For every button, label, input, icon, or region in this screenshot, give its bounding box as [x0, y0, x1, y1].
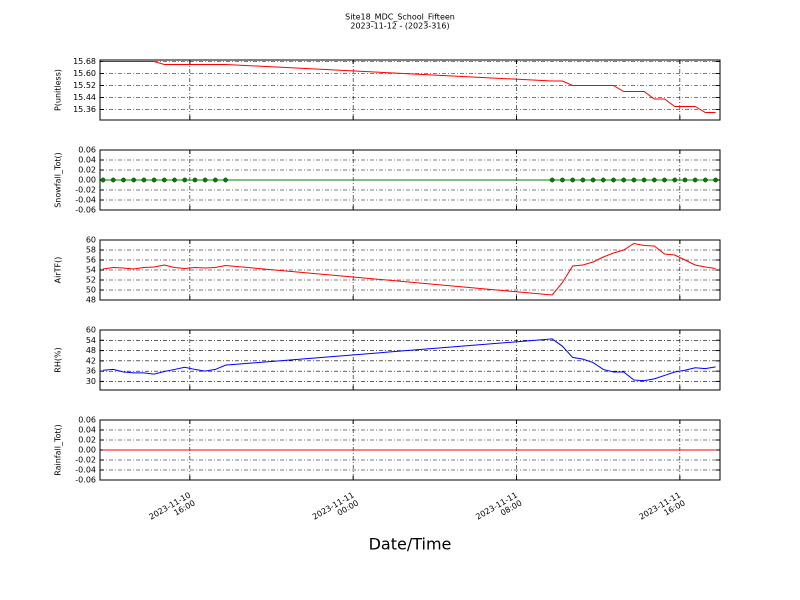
data-point [560, 177, 565, 183]
y-tick-label: 15.60 [73, 69, 96, 78]
data-point [672, 177, 678, 183]
data-point [182, 177, 188, 183]
y-tick-label: 0.00 [78, 176, 96, 185]
y-tick-label: 56 [86, 256, 96, 265]
data-point [570, 177, 576, 183]
y-tick-label: -0.04 [75, 466, 96, 475]
y-tick-label: 0.02 [78, 166, 96, 175]
y-tick-label: 60 [86, 326, 96, 335]
data-point [100, 177, 106, 183]
x-tick-label: 2023-11-1100:00 [311, 490, 360, 529]
data-point [161, 177, 167, 183]
y-tick-label: -0.04 [75, 196, 96, 205]
y-tick-label: 0.04 [78, 426, 96, 435]
data-point [223, 177, 228, 183]
chart-title: Site18_MDC_School_Fifteen [345, 13, 455, 22]
data-point [621, 177, 627, 183]
y-axis-label: AirTF() [54, 257, 63, 284]
y-tick-label: 42 [86, 356, 96, 365]
series-line [103, 338, 716, 382]
data-point [651, 177, 657, 183]
y-tick-label: 36 [86, 367, 96, 376]
data-point [600, 177, 606, 183]
data-point [172, 177, 177, 183]
y-tick-label: 15.52 [73, 81, 96, 90]
y-tick-label: 48 [86, 296, 96, 305]
y-tick-label: 54 [86, 266, 96, 275]
data-point [692, 177, 698, 183]
y-axis-label: Snowfall_Tot() [54, 152, 63, 208]
y-tick-label: 15.36 [73, 105, 96, 114]
y-tick-label: 0.06 [78, 146, 96, 155]
plot-frame [99, 419, 721, 481]
data-point [151, 177, 157, 183]
plot-frame [99, 239, 721, 301]
plot-frame [99, 329, 721, 391]
y-axis-label: RH(%) [54, 347, 63, 372]
y-tick-label: 15.68 [73, 57, 96, 66]
y-tick-label: 0.00 [78, 446, 96, 455]
data-point [121, 177, 126, 183]
data-point [611, 177, 616, 183]
y-tick-label: 50 [86, 286, 96, 295]
y-tick-label: -0.06 [75, 206, 96, 215]
plot-frame [99, 149, 721, 211]
y-axis-label: P(unitless) [54, 69, 63, 111]
y-tick-label: 48 [86, 346, 96, 355]
y-tick-label: 58 [86, 246, 96, 255]
series-line [103, 61, 716, 113]
y-tick-label: -0.06 [75, 476, 96, 485]
data-point [713, 177, 718, 183]
y-tick-label: 15.44 [73, 93, 96, 102]
data-point [631, 177, 637, 183]
data-point [213, 177, 218, 183]
y-tick-label: -0.02 [75, 186, 96, 195]
y-tick-label: 0.02 [78, 436, 96, 445]
data-point [131, 177, 137, 183]
plot-frame [99, 59, 721, 121]
data-point [641, 177, 647, 183]
data-point [141, 177, 147, 183]
y-tick-label: 30 [86, 377, 96, 386]
y-tick-label: 54 [86, 336, 96, 345]
x-axis-label: Date/Time [369, 535, 452, 554]
x-tick-label: 2023-11-1016:00 [147, 490, 196, 529]
x-tick-label: 2023-11-1108:00 [474, 490, 523, 529]
chart-subtitle: 2023-11-12 - (2023-316) [350, 22, 449, 31]
data-point [192, 177, 198, 183]
y-tick-label: 52 [86, 276, 96, 285]
data-point [202, 177, 208, 183]
series-line [102, 242, 716, 296]
data-point [703, 177, 708, 183]
data-point [590, 177, 596, 183]
y-axis-label: Rainfall_Tot() [54, 424, 63, 476]
data-point [110, 177, 116, 183]
y-tick-label: 60 [86, 236, 96, 245]
data-point [662, 177, 667, 183]
y-tick-label: -0.02 [75, 456, 96, 465]
y-tick-label: 0.06 [78, 416, 96, 425]
x-tick-label: 2023-11-1116:00 [637, 490, 686, 529]
data-point [682, 177, 688, 183]
data-point [549, 177, 555, 183]
data-point [580, 177, 586, 183]
y-tick-label: 0.04 [78, 156, 96, 165]
